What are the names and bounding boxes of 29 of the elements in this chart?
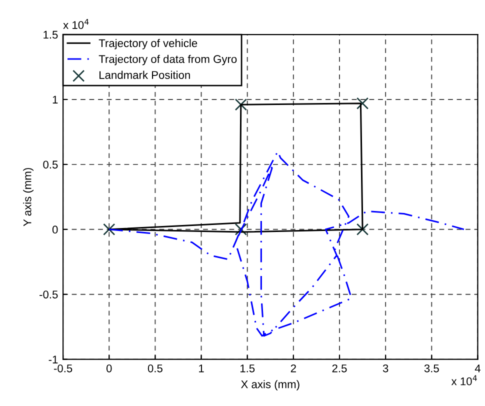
point (234, 98, 247, 111)
x-tick-label: 3 (382, 364, 388, 372)
x-tick-label: 2 (290, 364, 296, 372)
y-tick-label: 0 (52, 226, 58, 234)
x-tick-label: 2.5 (332, 364, 347, 372)
text: x 10$^{4}$ (63, 18, 89, 29)
legend-label: Landmark Position (100, 70, 190, 79)
y-tick-label: 1.5 (44, 30, 58, 39)
x-tick-label: 4 (474, 364, 480, 372)
point (356, 97, 369, 110)
y-tick-label: -1 (48, 356, 58, 364)
line-series (108, 150, 465, 337)
x-tick-label: 3.5 (424, 364, 439, 372)
y-tick-label: -0.5 (40, 290, 58, 298)
legend-label: Trajectory of vehicle (98, 38, 198, 50)
y-tick-label: 1 (52, 96, 58, 104)
legend-label: Trajectory of data from Gyro (98, 54, 237, 66)
point (103, 223, 116, 236)
point (234, 223, 247, 236)
point (356, 223, 369, 236)
text: x 10$^{4}$ (451, 375, 477, 386)
x-tick-label: 1.5 (240, 364, 255, 372)
line-series (108, 102, 364, 233)
x-tick-label: 0.5 (148, 364, 162, 372)
x-tick-label: 1 (199, 364, 204, 372)
y-axis-title: Y axis (mm) (23, 168, 34, 226)
x-axis-title: X axis (mm) (241, 380, 300, 390)
y-tick-label: 0.5 (43, 160, 58, 169)
x-tick-label: 0 (106, 364, 112, 372)
